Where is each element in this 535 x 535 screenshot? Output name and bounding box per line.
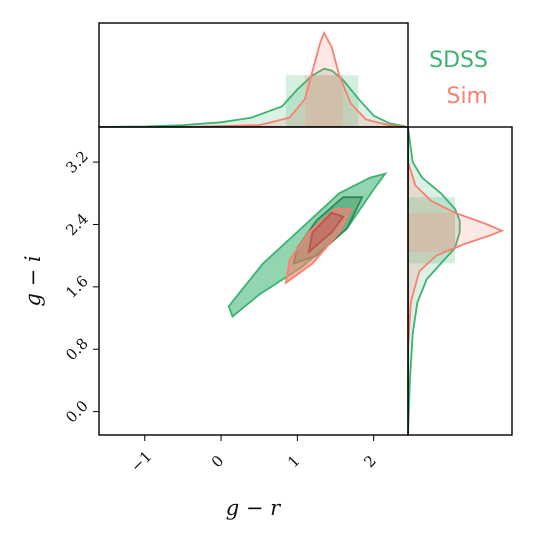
y-tick-label: 0.0 <box>62 397 92 427</box>
y-tick-label: 0.8 <box>62 334 92 364</box>
y-ticks: 0.0 0.8 1.6 2.4 3.2 <box>62 147 99 426</box>
sim-marginal-gr <box>182 30 408 127</box>
sdss-marginal-gi <box>408 127 461 435</box>
joint-density-layer <box>227 172 388 318</box>
y-tick-label: 3.2 <box>62 147 92 177</box>
right-marginal-layer <box>408 127 505 435</box>
sdss-marginal-gr <box>99 67 406 127</box>
legend-sdss: SDSS <box>429 48 488 73</box>
right-marginal-frame <box>407 126 513 436</box>
top-marginal-layer <box>99 30 408 127</box>
y-tick-label: 1.6 <box>62 272 92 302</box>
x-tick-label: 0 <box>208 452 227 471</box>
y-tick-label: 2.4 <box>62 210 92 240</box>
x-ticks: −1 0 1 2 <box>127 435 380 476</box>
legend-sim: Sim <box>446 84 488 109</box>
sim-contour-2 <box>307 211 345 255</box>
x-tick-label: 1 <box>284 452 303 471</box>
sdss-band-gr <box>285 75 359 127</box>
sim-band-gi <box>408 212 455 252</box>
y-axis-label: g − i <box>21 255 45 306</box>
x-axis-label: g − r <box>226 496 282 520</box>
sim-band-gr <box>305 75 344 127</box>
sim-marginal-gi <box>408 161 505 350</box>
x-tick-label: −1 <box>127 447 155 475</box>
x-tick-label: 2 <box>360 452 379 471</box>
